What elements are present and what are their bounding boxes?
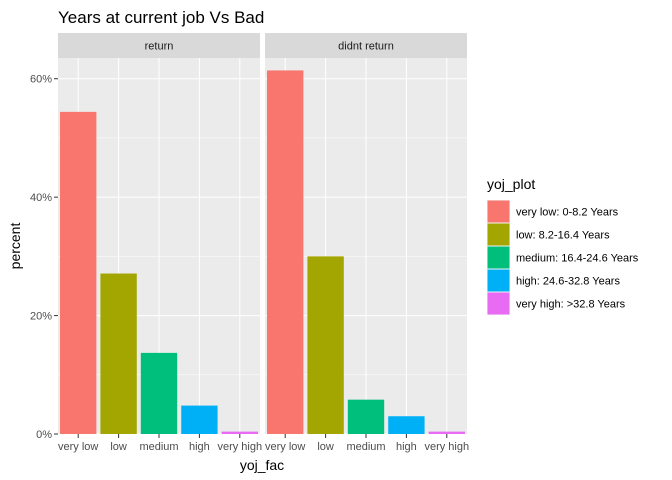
legend-entry-label: high: 24.6-32.8 Years [516,276,620,288]
x-tick-label: medium [346,441,385,453]
legend-entry-label: very low: 0-8.2 Years [516,207,619,219]
x-tick-label: low [317,441,334,453]
x-tick-label: very low [265,441,305,453]
legend-entry-label: very high: >32.8 Years [516,299,626,311]
legend-title: yoj_plot [487,176,535,192]
y-tick-label: 20% [30,311,52,323]
x-tick-label: very low [58,441,98,453]
x-tick-label: low [110,441,127,453]
y-tick-label: 60% [30,74,52,86]
bar [221,431,258,434]
legend-key [487,292,510,315]
x-axis-title: yoj_fac [240,457,284,473]
legend-key [487,200,510,223]
legend-entry-label: low: 8.2-16.4 Years [516,230,610,242]
x-tick-label: high [396,441,417,453]
y-tick-label: 40% [30,192,52,204]
legend-key [487,223,510,246]
facet-panel: return very low low medium high very high [58,33,262,453]
bar [347,399,385,434]
legend-entry-label: medium: 16.4-24.6 Years [516,253,639,265]
bar [307,256,344,434]
facet-strip-label: return [145,41,174,53]
facet-strip-label: didnt return [338,41,394,53]
facet-panel: didnt return very low low medium high very hi… [265,33,469,453]
legend-key [487,246,510,269]
legend: yoj_plot very low: 0-8.2 Years low: 8.2-1… [487,176,639,315]
facet-strip [58,33,260,58]
bar [140,352,178,434]
y-tick-label: 0% [36,429,52,441]
chart-title: Years at current job Vs Bad [58,8,264,27]
bar [100,273,137,434]
bar [181,405,218,434]
legend-entries: very low: 0-8.2 Years low: 8.2-16.4 Years… [487,200,639,315]
bar [388,416,425,434]
x-tick-label: very high [217,441,262,453]
legend-key [487,269,510,292]
bar [60,111,97,435]
facet-strip [265,33,467,58]
bar [267,70,304,435]
bar [428,431,465,434]
y-axis-title: percent [7,223,23,270]
x-tick-label: high [189,441,210,453]
x-tick-label: very high [424,441,469,453]
x-tick-label: medium [139,441,178,453]
